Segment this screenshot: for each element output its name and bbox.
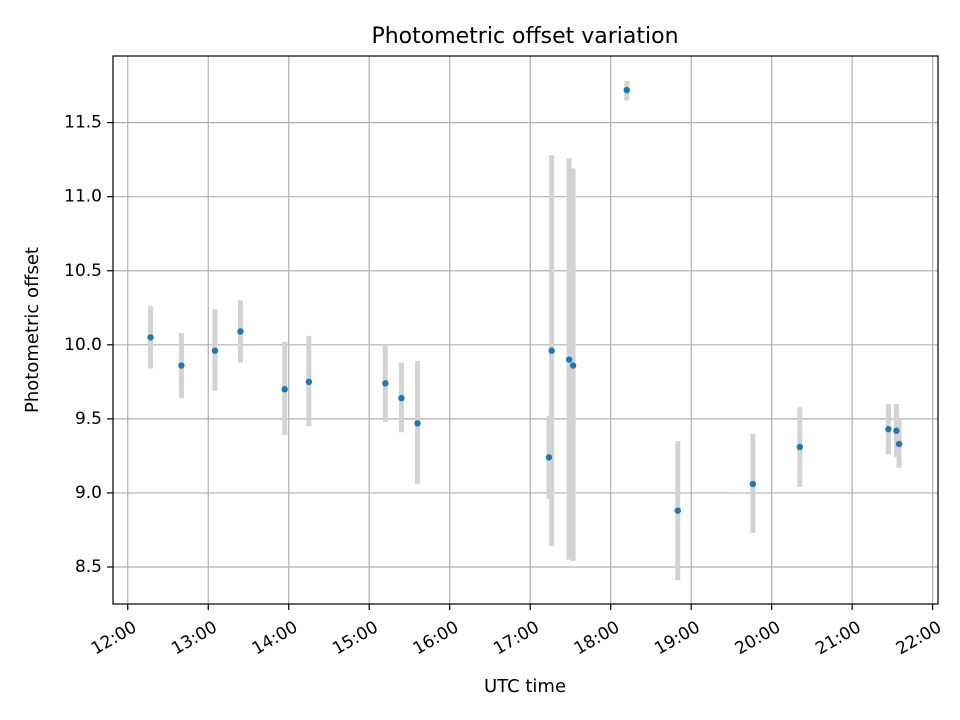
y-axis-ticks: 8.5 9.0 9.5 10.0 10.5 11.0 11.5 (64, 113, 113, 577)
data-point (398, 394, 405, 402)
data-points (147, 86, 903, 514)
data-point (178, 362, 185, 369)
y-tick-label: 9.5 (75, 409, 102, 429)
y-tick-label: 8.5 (75, 557, 102, 577)
data-point (749, 480, 757, 488)
y-tick-label: 11.0 (64, 187, 102, 207)
data-point (414, 420, 421, 427)
plot-frame (112, 55, 939, 605)
x-axis-title: UTC time (484, 676, 566, 697)
y-tick-label: 10.5 (64, 261, 102, 281)
data-point (569, 362, 577, 369)
chart-title: Photometric offset variation (371, 24, 678, 49)
data-point (237, 328, 244, 335)
y-tick-label: 11.5 (64, 113, 102, 133)
data-point (893, 427, 900, 434)
data-point (147, 334, 154, 341)
y-tick-label: 9.0 (75, 483, 102, 503)
data-point (895, 440, 903, 448)
y-tick-label: 10.0 (64, 335, 102, 355)
data-point (382, 380, 389, 387)
data-point (548, 347, 555, 354)
data-point (796, 443, 804, 451)
data-point (281, 386, 288, 393)
data-point (565, 356, 573, 363)
data-point (885, 426, 892, 433)
data-point (305, 378, 313, 386)
y-axis-title: Photometric offset (22, 247, 43, 413)
data-point (623, 86, 630, 94)
data-point (674, 507, 681, 514)
data-point (545, 454, 553, 461)
data-point (211, 347, 219, 354)
